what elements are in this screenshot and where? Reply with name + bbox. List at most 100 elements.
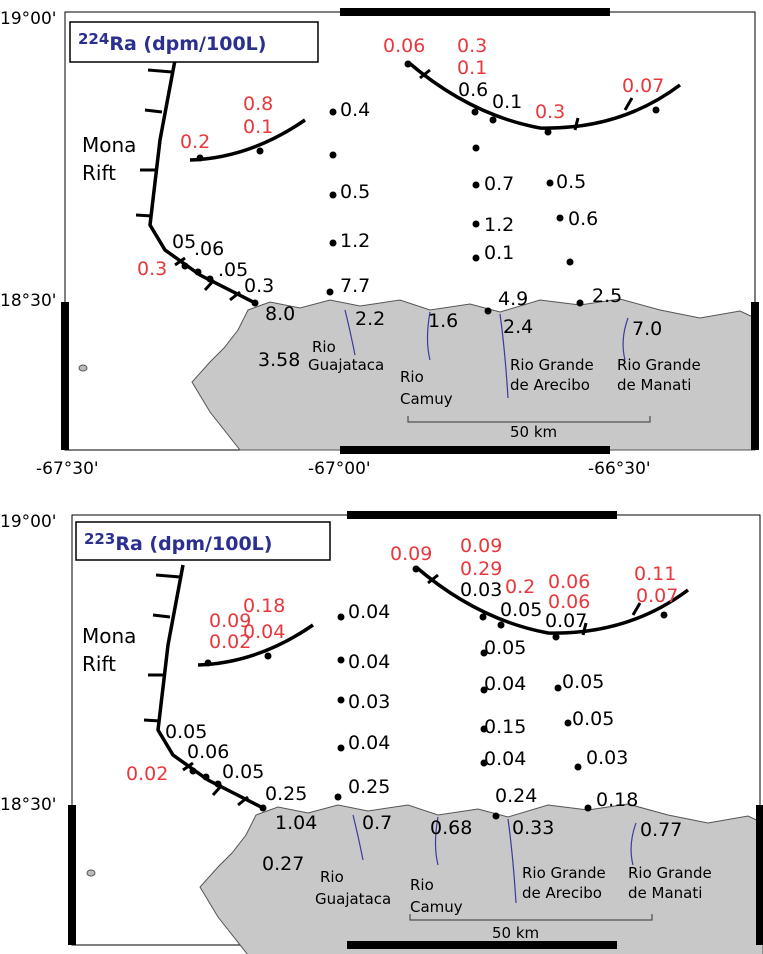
station — [412, 565, 420, 573]
river — [426, 311, 431, 361]
value-label: 0.06 — [548, 591, 590, 613]
river — [352, 814, 364, 861]
value-label: 0.3 — [244, 275, 274, 297]
fault-tick — [155, 573, 181, 579]
value-label: 1.2 — [484, 214, 514, 236]
title-unit: Ra (dpm/100L) — [109, 33, 266, 55]
value-label: 0.05 — [222, 761, 264, 783]
fault-tick — [143, 718, 161, 723]
value-label: 0.06 — [383, 35, 425, 57]
river — [630, 822, 637, 866]
station — [584, 804, 592, 812]
station — [660, 611, 668, 619]
station — [544, 128, 552, 136]
frame-bar — [340, 8, 610, 16]
value-label: 0.04 — [348, 651, 390, 673]
value-label: 7.7 — [340, 275, 370, 297]
value-label: 0.02 — [209, 631, 251, 653]
station — [546, 179, 554, 187]
value-label: 1.2 — [340, 230, 370, 252]
station — [471, 108, 479, 116]
title-isotope: 224 — [78, 30, 109, 48]
station — [472, 254, 480, 262]
station — [256, 147, 264, 155]
river-label: Rio — [400, 368, 424, 386]
value-label: 0.04 — [348, 732, 390, 754]
value-label: 0.05 — [484, 637, 526, 659]
fault-tick — [573, 117, 580, 131]
value-label: 0.25 — [348, 776, 390, 798]
value-label: 0.25 — [265, 783, 307, 805]
station — [194, 268, 202, 276]
value-label: 0.2 — [505, 576, 535, 598]
river — [344, 309, 356, 356]
frame-bar — [751, 302, 759, 450]
islet — [78, 364, 88, 372]
value-label: 0.04 — [243, 621, 285, 643]
station — [489, 116, 497, 124]
lat-label: 18°30' — [0, 795, 56, 815]
river-label: Rio Grande — [510, 356, 594, 374]
lat-label: 18°30' — [0, 291, 56, 311]
value-label: 0.24 — [495, 785, 537, 807]
place-label: Rift — [82, 161, 116, 185]
station — [264, 652, 272, 660]
value-label: 0.09 — [460, 535, 502, 557]
value-label: 0.33 — [512, 817, 554, 839]
value-label: 0.27 — [262, 853, 304, 875]
frame-bar — [340, 446, 610, 454]
map-geometry — [78, 59, 756, 451]
lon-label: -66°30' — [588, 459, 651, 479]
value-label: 0.6 — [458, 79, 488, 101]
river-label: Camuy — [410, 898, 463, 916]
place-label: Rift — [82, 652, 116, 676]
fault-tick — [152, 613, 171, 619]
title-box — [69, 21, 319, 63]
station — [552, 633, 560, 641]
station — [329, 108, 337, 116]
title-isotope: 223 — [84, 530, 115, 548]
value-label: 1.04 — [275, 812, 317, 834]
value-label: 0.04 — [348, 601, 390, 623]
value-label: 0.18 — [243, 595, 285, 617]
value-label: 2.5 — [592, 285, 622, 307]
fault-tick — [623, 97, 634, 111]
fault-tick — [211, 783, 224, 797]
scale-bar — [409, 914, 653, 921]
value-label: 0.06 — [548, 571, 590, 593]
station — [202, 773, 210, 781]
river-label: de Manati — [628, 884, 702, 902]
station — [479, 613, 487, 621]
station — [337, 696, 345, 704]
river-label: Camuy — [400, 390, 453, 408]
value-label: 3.58 — [258, 349, 300, 371]
station — [214, 780, 222, 788]
river-label: de Arecibo — [510, 376, 590, 394]
scale-label: 50 km — [510, 423, 557, 441]
value-label: 0.03 — [460, 579, 502, 601]
station — [337, 744, 345, 752]
lat-label: 19°00' — [0, 512, 56, 532]
station — [564, 719, 572, 727]
fault-tick — [427, 573, 439, 585]
lon-label: -67°00' — [308, 459, 371, 479]
station — [204, 659, 212, 667]
station — [404, 60, 412, 68]
frame-bar — [347, 941, 617, 949]
station — [480, 649, 488, 657]
fault-tick — [237, 795, 249, 807]
fault-tick — [631, 602, 642, 616]
scale-bar — [407, 416, 651, 423]
fault-tick — [419, 68, 431, 80]
value-label: 0.7 — [484, 173, 514, 195]
river — [434, 816, 439, 866]
value-label: 0.1 — [484, 242, 514, 264]
value-label: 0.06 — [187, 741, 229, 763]
value-label: 0.5 — [340, 181, 370, 203]
land — [199, 803, 763, 954]
title-unit: Ra (dpm/100L) — [115, 533, 272, 555]
station — [329, 239, 337, 247]
value-label: 2.4 — [503, 316, 533, 338]
fault-tick — [581, 622, 588, 636]
fault-tick — [147, 68, 173, 74]
